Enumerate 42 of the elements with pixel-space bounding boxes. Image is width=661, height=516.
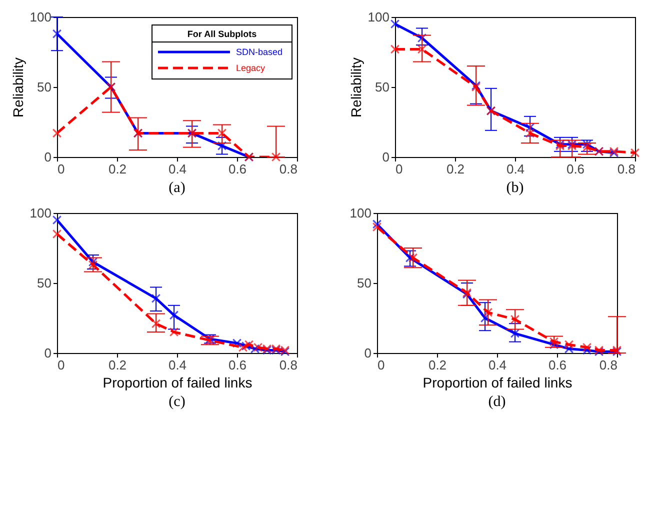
y-tick-label: 50 bbox=[375, 80, 390, 94]
x-tick-label: 0 bbox=[396, 162, 403, 176]
y-tick-label: 100 bbox=[368, 10, 390, 24]
x-tick-label: 0.4 bbox=[168, 162, 187, 176]
x-tick-label: 0.4 bbox=[506, 162, 525, 176]
text: Legacy bbox=[236, 63, 266, 73]
x-tick-label: 0.8 bbox=[279, 358, 298, 372]
x-tick-label: 0 bbox=[58, 358, 65, 372]
x-tick-label: 0.6 bbox=[566, 162, 585, 176]
x-axis-title: Proportion of failed links bbox=[422, 374, 572, 390]
x-tick-label: 0.4 bbox=[488, 358, 507, 372]
x-tick-label: 0.6 bbox=[228, 162, 247, 176]
x-tick-label: 0.2 bbox=[446, 162, 465, 176]
y-axis-title: Reliability bbox=[10, 58, 26, 118]
text: (d) bbox=[488, 394, 506, 410]
legend-title: For All Subplots bbox=[187, 29, 257, 39]
y-tick-label: 50 bbox=[37, 80, 52, 94]
x-tick-label: 0.6 bbox=[228, 358, 247, 372]
x-tick-label: 0.2 bbox=[428, 358, 447, 372]
x-tick-label: 0 bbox=[58, 162, 65, 176]
x-tick-label: 0.2 bbox=[108, 358, 127, 372]
y-tick-label: 0 bbox=[364, 346, 372, 360]
x-tick-label: 0.8 bbox=[279, 162, 298, 176]
y-tick-label: 100 bbox=[350, 206, 372, 220]
x-tick-label: 0.8 bbox=[599, 358, 618, 372]
y-tick-label: 0 bbox=[44, 150, 52, 164]
y-tick-label: 100 bbox=[30, 10, 52, 24]
text: (a) bbox=[168, 180, 186, 196]
x-tick-label: 0.2 bbox=[108, 162, 127, 176]
text: (b) bbox=[506, 180, 524, 196]
x-tick-label: 0.4 bbox=[168, 358, 187, 372]
text: SDN-based bbox=[236, 47, 283, 57]
x-axis-title: Proportion of failed links bbox=[102, 374, 252, 390]
y-tick-label: 0 bbox=[382, 150, 390, 164]
y-tick-label: 100 bbox=[30, 206, 52, 220]
y-tick-label: 50 bbox=[357, 276, 372, 290]
y-tick-label: 50 bbox=[37, 276, 52, 290]
text: (c) bbox=[168, 394, 186, 410]
x-tick-label: 0.8 bbox=[617, 162, 636, 176]
x-tick-label: 0.6 bbox=[548, 358, 567, 372]
y-tick-label: 0 bbox=[44, 346, 52, 360]
y-axis-title: Reliability bbox=[348, 58, 364, 118]
